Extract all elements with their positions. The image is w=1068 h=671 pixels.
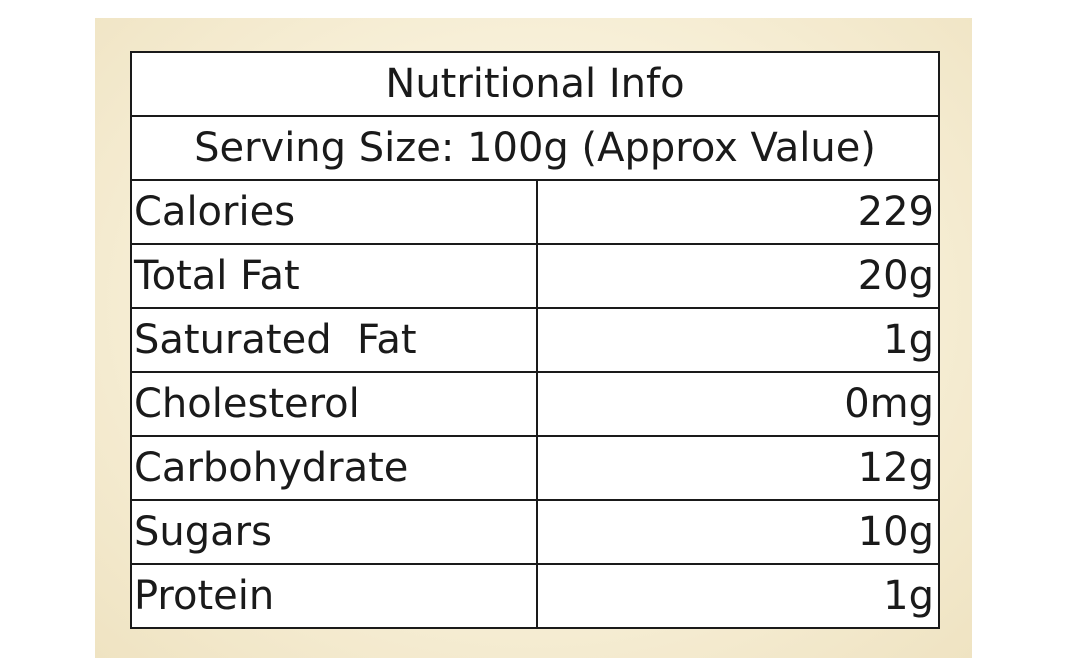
nutrient-label: Total Fat xyxy=(130,243,538,309)
nutrient-value: 12g xyxy=(536,435,940,501)
table-row: Carbohydrate 12g xyxy=(130,435,940,501)
nutrient-label: Carbohydrate xyxy=(130,435,538,501)
nutrient-label: Sugars xyxy=(130,499,538,565)
nutrient-value: 0mg xyxy=(536,371,940,437)
table-row: Protein 1g xyxy=(130,563,940,629)
table-row: Calories 229 xyxy=(130,179,940,245)
nutrient-label: Protein xyxy=(130,563,538,629)
table-row: Saturated Fat 1g xyxy=(130,307,940,373)
serving-size: Serving Size: 100g (Approx Value) xyxy=(130,115,940,181)
nutrient-value: 229 xyxy=(536,179,940,245)
table-title: Nutritional Info xyxy=(130,51,940,117)
nutrient-label: Cholesterol xyxy=(130,371,538,437)
nutrient-label: Saturated Fat xyxy=(130,307,538,373)
title-row: Nutritional Info xyxy=(130,51,940,117)
serving-row: Serving Size: 100g (Approx Value) xyxy=(130,115,940,181)
nutrient-value: 10g xyxy=(536,499,940,565)
nutrient-value: 1g xyxy=(536,563,940,629)
nutrient-value: 20g xyxy=(536,243,940,309)
nutrition-table: Nutritional Info Serving Size: 100g (App… xyxy=(130,51,940,629)
nutrient-value: 1g xyxy=(536,307,940,373)
table-row: Total Fat 20g xyxy=(130,243,940,309)
table-row: Sugars 10g xyxy=(130,499,940,565)
table-row: Cholesterol 0mg xyxy=(130,371,940,437)
nutrient-label: Calories xyxy=(130,179,538,245)
